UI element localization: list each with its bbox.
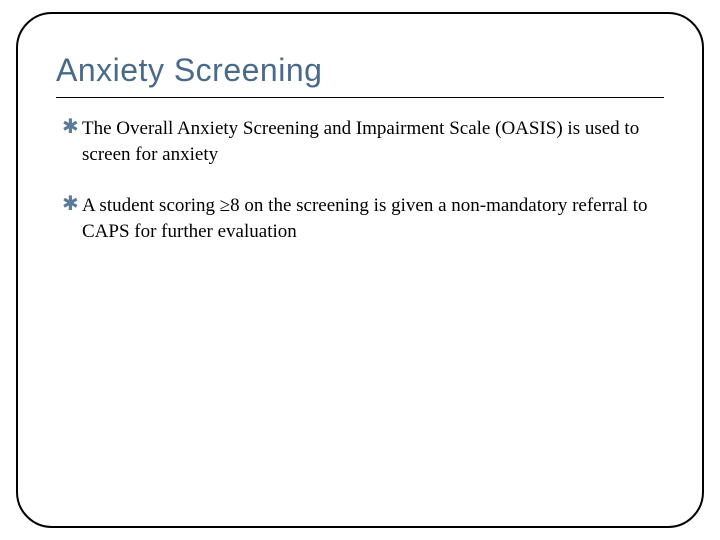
slide-content: Anxiety Screening The Overall Anxiety Sc… (56, 52, 664, 271)
list-item: The Overall Anxiety Screening and Impair… (56, 116, 664, 167)
title-underline (56, 97, 664, 98)
list-item: A student scoring ≥8 on the screening is… (56, 193, 664, 244)
slide-title: Anxiety Screening (56, 52, 664, 89)
bullet-list: The Overall Anxiety Screening and Impair… (56, 116, 664, 245)
slide: Anxiety Screening The Overall Anxiety Sc… (0, 0, 720, 540)
